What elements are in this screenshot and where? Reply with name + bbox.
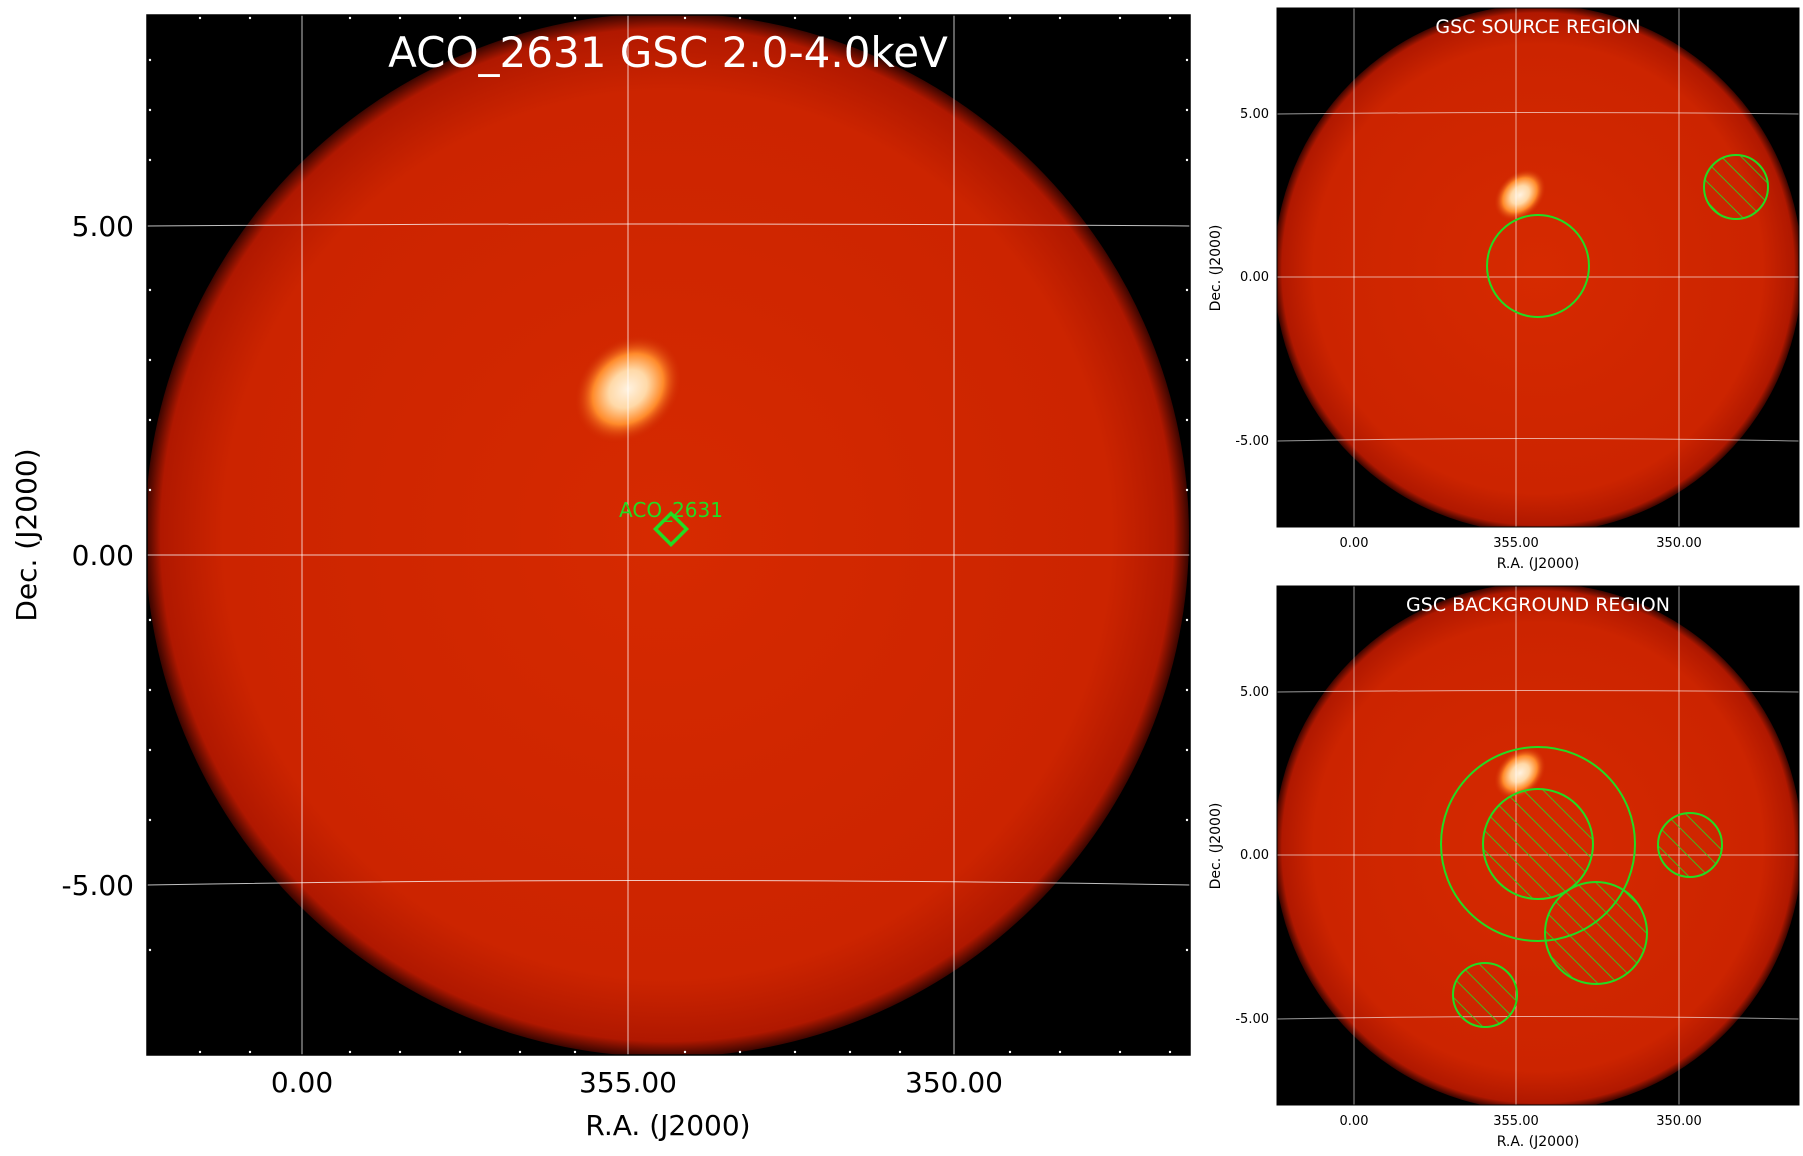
background-ylabel: Dec. (J2000): [1208, 803, 1224, 890]
main-ytick-2: -5.00: [62, 869, 134, 902]
source-xlabel: R.A. (J2000): [1497, 556, 1580, 572]
source-excluded-region: [1703, 154, 1769, 220]
background-annulus-outer: [1440, 746, 1636, 942]
main-detector-disk: [147, 15, 1189, 1055]
main-ylabel: Dec. (J2000): [10, 448, 43, 621]
source-detector-disk: [1277, 8, 1799, 527]
main-grid: [147, 15, 1190, 1055]
background-xtick-0: 0.00: [1340, 1114, 1369, 1129]
background-ytick-1: 0.00: [1240, 848, 1269, 863]
background-bright-source: [1493, 746, 1547, 800]
source-xtick-0: 0.00: [1340, 536, 1369, 551]
source-panel: GSC SOURCE REGION 0.00 355.00 350.00 5.0…: [1208, 7, 1800, 572]
main-xtick-0: 0.00: [271, 1066, 333, 1099]
source-xtick-2: 350.00: [1656, 536, 1702, 551]
main-ytick-0: 5.00: [72, 210, 134, 243]
aco2631-label: ACO_2631: [619, 498, 723, 522]
background-ytick-0: 5.00: [1240, 685, 1269, 700]
background-ytick-2: -5.00: [1235, 1012, 1269, 1027]
main-xtick-2: 350.00: [905, 1066, 1003, 1099]
main-xlabel: R.A. (J2000): [585, 1109, 750, 1142]
background-excluded-center: [1482, 788, 1594, 900]
background-frame: [1276, 585, 1800, 1106]
main-title: ACO_2631 GSC 2.0-4.0keV: [388, 28, 948, 77]
source-title: GSC SOURCE REGION: [1435, 16, 1640, 38]
main-ytick-1: 0.00: [72, 539, 134, 572]
source-xtick-1: 355.00: [1493, 536, 1539, 551]
main-frame: [146, 14, 1191, 1056]
aco2631-marker: [652, 510, 690, 548]
background-excluded-south-east: [1544, 881, 1648, 985]
source-bright-source: [1493, 168, 1547, 222]
source-ytick-1: 0.00: [1240, 270, 1269, 285]
background-panel: GSC BACKGROUND REGION 0.00 355.00 350.00…: [1208, 585, 1800, 1150]
background-xtick-2: 350.00: [1656, 1114, 1702, 1129]
background-xlabel: R.A. (J2000): [1497, 1134, 1580, 1150]
main-panel: ACO_2631 ACO_2631 GSC 2.0-4.0keV 0.00 35…: [10, 14, 1191, 1142]
background-title: GSC BACKGROUND REGION: [1406, 594, 1670, 616]
main-edge-ticks: [148, 16, 1189, 1054]
source-ylabel: Dec. (J2000): [1208, 225, 1224, 312]
source-ytick-0: 5.00: [1240, 107, 1269, 122]
source-grid: [1277, 8, 1799, 527]
source-frame: [1276, 7, 1800, 528]
background-excluded-south-west: [1452, 962, 1518, 1028]
main-xtick-1: 355.00: [579, 1066, 677, 1099]
background-excluded-east: [1657, 812, 1723, 878]
background-xtick-1: 355.00: [1493, 1114, 1539, 1129]
source-region-circle: [1486, 214, 1590, 318]
source-ytick-2: -5.00: [1235, 434, 1269, 449]
